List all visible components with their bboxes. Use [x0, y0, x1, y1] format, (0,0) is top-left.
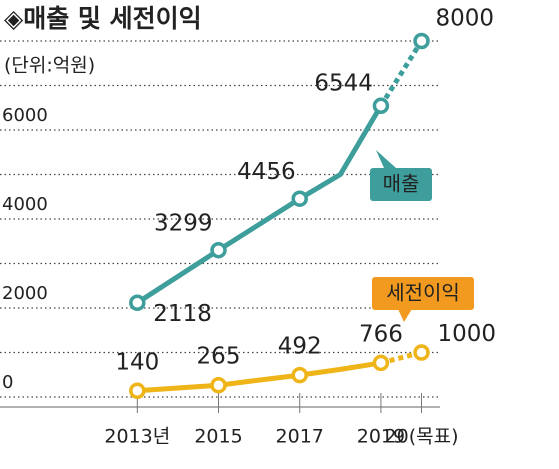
data-point — [210, 241, 227, 259]
data-point — [291, 366, 308, 384]
x-tick-label: 2019 — [357, 426, 405, 448]
data-point — [129, 382, 146, 400]
legend-box — [372, 277, 474, 310]
x-tick-label: 2017 — [276, 426, 324, 448]
data-label: 4456 — [237, 159, 296, 185]
data-label: 2118 — [153, 301, 212, 327]
data-point — [413, 32, 430, 50]
data-label: 492 — [278, 334, 322, 360]
data-label: 3299 — [154, 211, 213, 237]
legend-label: 매출 — [383, 172, 420, 196]
callout-tail — [376, 150, 396, 168]
data-point — [413, 344, 430, 361]
data-label: 140 — [115, 349, 159, 375]
data-point — [372, 97, 390, 115]
y-tick-label: 6000 — [2, 105, 48, 126]
data-point — [291, 190, 308, 207]
y-tick-label: 0 — [2, 372, 13, 393]
data-label: 265 — [197, 344, 241, 370]
x-tick-label: 2013년 — [104, 426, 170, 448]
data-label: 8000 — [436, 6, 495, 32]
projected-line — [380, 350, 423, 366]
chart-title: ◈매출 및 세전이익 — [4, 4, 202, 33]
projected-line — [378, 39, 424, 108]
data-point — [129, 294, 146, 311]
x-tick-label: 2015 — [194, 426, 242, 448]
callout-tail — [398, 309, 412, 322]
series-line — [135, 104, 384, 305]
data-label: 1000 — [438, 321, 497, 347]
chart-subtitle: (단위:억원) — [4, 55, 95, 77]
data-label: 766 — [359, 321, 403, 347]
y-tick-label: 4000 — [2, 194, 48, 215]
data-point — [210, 376, 227, 394]
data-label: 6544 — [314, 70, 373, 96]
series-line — [137, 360, 382, 394]
legend-box — [370, 168, 432, 201]
legend-label: 세전이익 — [386, 281, 460, 305]
x-tick-label: 20(목표) — [385, 426, 459, 448]
y-tick-label: 2000 — [2, 283, 48, 304]
data-point — [372, 354, 390, 372]
